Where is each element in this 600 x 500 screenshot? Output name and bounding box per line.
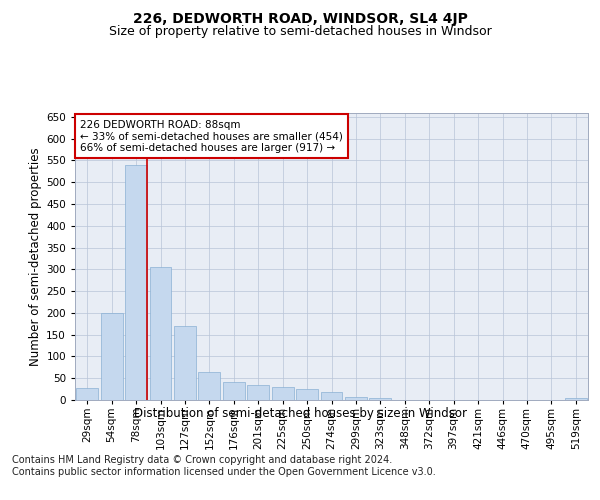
Bar	[101, 313, 122, 400]
Bar	[370, 398, 391, 400]
Text: Size of property relative to semi-detached houses in Windsor: Size of property relative to semi-detach…	[109, 25, 491, 38]
Text: Distribution of semi-detached houses by size in Windsor: Distribution of semi-detached houses by …	[133, 408, 467, 420]
Bar	[199, 372, 220, 400]
Bar	[149, 267, 172, 400]
Bar	[296, 389, 318, 400]
Bar	[223, 382, 245, 400]
Bar	[125, 165, 147, 400]
Bar	[247, 385, 269, 400]
Text: 226, DEDWORTH ROAD, WINDSOR, SL4 4JP: 226, DEDWORTH ROAD, WINDSOR, SL4 4JP	[133, 12, 467, 26]
Bar	[345, 396, 367, 400]
Text: Contains HM Land Registry data © Crown copyright and database right 2024.
Contai: Contains HM Land Registry data © Crown c…	[12, 455, 436, 476]
Bar	[565, 398, 587, 400]
Bar	[272, 387, 293, 400]
Y-axis label: Number of semi-detached properties: Number of semi-detached properties	[29, 147, 42, 366]
Bar	[320, 392, 343, 400]
Bar	[76, 388, 98, 400]
Bar	[174, 326, 196, 400]
Text: 226 DEDWORTH ROAD: 88sqm
← 33% of semi-detached houses are smaller (454)
66% of : 226 DEDWORTH ROAD: 88sqm ← 33% of semi-d…	[80, 120, 343, 153]
